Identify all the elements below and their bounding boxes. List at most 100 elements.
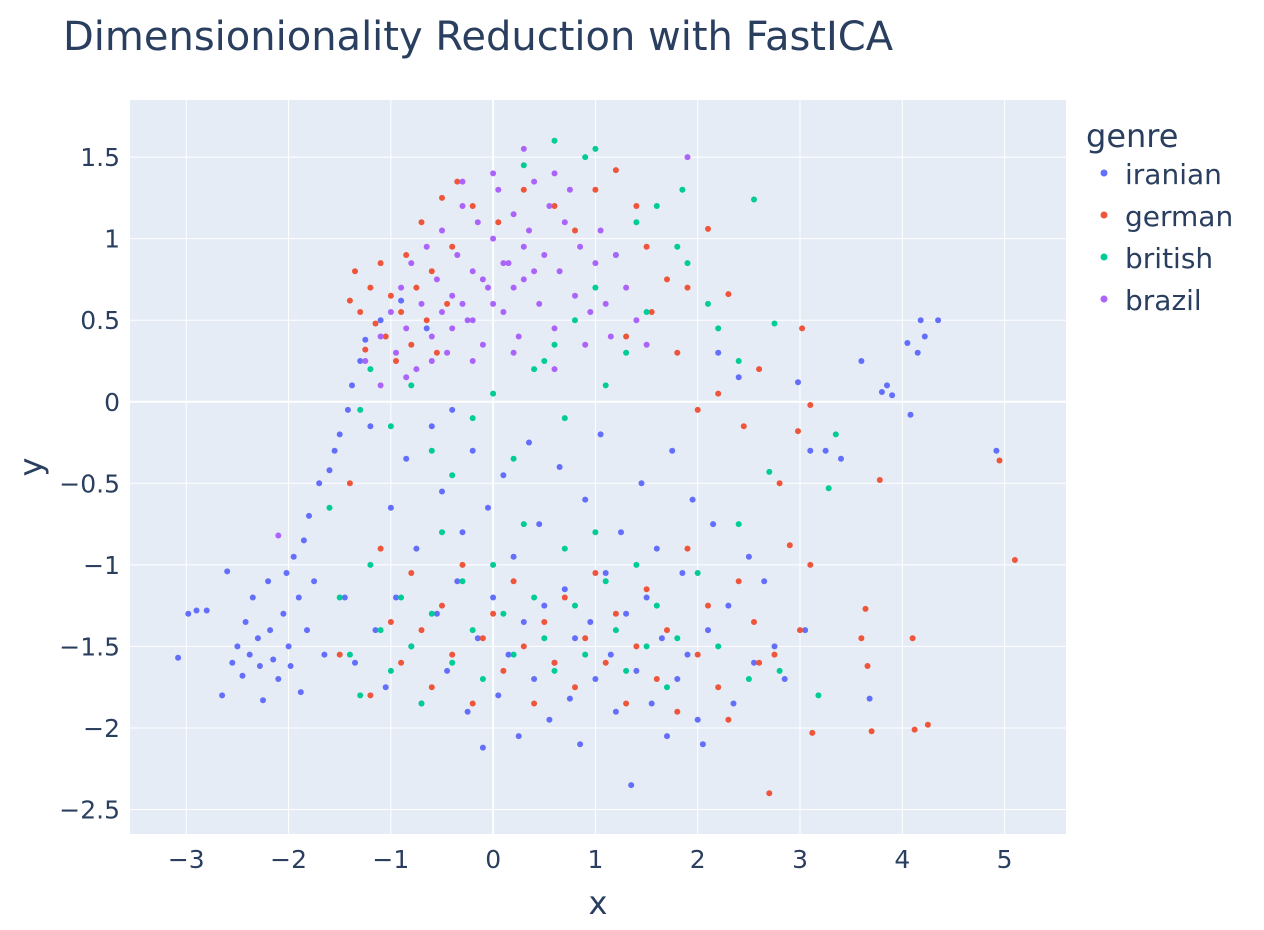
legend-label-british[interactable]: british	[1125, 242, 1213, 275]
data-point-british	[500, 610, 507, 617]
legend-marker-brazil[interactable]	[1100, 295, 1108, 303]
data-point-iranian	[889, 392, 896, 399]
data-point-british	[776, 667, 783, 674]
data-point-iranian	[689, 496, 696, 503]
data-point-brazil	[592, 260, 599, 267]
data-point-german	[398, 309, 405, 315]
data-point-iranian	[679, 570, 686, 576]
data-point-iranian	[203, 607, 210, 614]
data-point-iranian	[577, 741, 584, 748]
data-point-iranian	[628, 782, 635, 789]
data-point-brazil	[536, 300, 543, 307]
data-point-german	[413, 284, 420, 291]
data-point-brazil	[275, 532, 282, 539]
data-point-iranian	[520, 619, 527, 625]
data-point-iranian	[694, 716, 701, 723]
data-point-iranian	[884, 382, 890, 389]
data-point-iranian	[287, 663, 294, 669]
data-point-iranian	[556, 464, 563, 470]
data-point-british	[633, 561, 640, 568]
data-point-british	[771, 320, 778, 327]
legend: genre iranian german british brazil	[1086, 117, 1233, 317]
data-point-british	[745, 676, 752, 682]
data-point-iranian	[582, 496, 589, 503]
data-point-iranian	[372, 627, 379, 634]
data-point-german	[418, 219, 425, 226]
y-tick-label: 1.5	[80, 143, 120, 172]
data-point-brazil	[587, 309, 594, 315]
data-point-german	[868, 728, 875, 735]
data-point-iranian	[306, 512, 312, 519]
data-point-brazil	[500, 260, 507, 267]
data-point-german	[864, 663, 871, 669]
data-point-iranian	[316, 480, 323, 487]
data-point-german	[735, 578, 742, 585]
data-point-brazil	[577, 243, 584, 250]
data-point-iranian	[444, 667, 451, 674]
data-point-british	[357, 692, 364, 699]
data-point-german	[996, 457, 1003, 464]
data-point-german	[643, 243, 650, 250]
data-point-german	[531, 700, 538, 707]
data-point-brazil	[597, 227, 604, 234]
data-point-german	[439, 602, 445, 609]
legend-label-brazil[interactable]: brazil	[1125, 284, 1202, 317]
data-point-brazil	[551, 366, 558, 373]
data-point-iranian	[242, 619, 249, 625]
legend-label-german[interactable]: german	[1125, 200, 1233, 233]
data-point-brazil	[408, 260, 415, 267]
data-point-iranian	[904, 340, 911, 346]
data-point-iranian	[735, 374, 742, 381]
data-point-brazil	[510, 349, 517, 356]
data-point-german	[694, 406, 701, 413]
data-point-brazil	[500, 309, 507, 315]
data-point-iranian	[541, 602, 548, 609]
data-point-british	[715, 325, 722, 332]
data-point-british	[541, 358, 548, 364]
data-point-iranian	[572, 635, 578, 642]
plot-area	[130, 100, 1066, 834]
data-point-iranian	[367, 423, 374, 430]
data-point-british	[367, 561, 374, 568]
series-brazil	[275, 145, 691, 539]
x-tick-label: −1	[372, 845, 409, 874]
data-point-brazil	[582, 341, 589, 348]
data-point-brazil	[623, 284, 630, 291]
legend-label-iranian[interactable]: iranian	[1125, 158, 1222, 191]
data-point-brazil	[439, 227, 445, 234]
data-point-german	[797, 627, 803, 634]
data-point-brazil	[546, 203, 553, 209]
data-point-german	[346, 297, 353, 304]
x-tick-label: 2	[690, 845, 706, 874]
chart-title: Dimensionionality Reduction with FastICA	[63, 14, 894, 60]
legend-marker-british[interactable]	[1100, 253, 1108, 261]
data-point-brazil	[505, 260, 512, 267]
data-point-german	[756, 366, 763, 373]
data-point-brazil	[541, 252, 548, 258]
legend-marker-german[interactable]	[1100, 211, 1108, 219]
data-point-iranian	[500, 472, 507, 479]
data-point-iranian	[193, 607, 200, 614]
data-point-brazil	[464, 317, 471, 324]
data-point-german	[705, 602, 711, 609]
data-point-brazil	[485, 284, 491, 291]
data-point-german	[500, 667, 507, 674]
data-point-german	[799, 325, 806, 332]
data-point-german	[428, 268, 435, 275]
y-tick-label: 0.5	[80, 306, 120, 335]
data-point-brazil	[469, 358, 476, 364]
data-point-german	[572, 227, 578, 234]
data-point-brazil	[398, 284, 405, 291]
data-point-iranian	[280, 610, 287, 617]
data-point-british	[439, 529, 445, 536]
data-point-iranian	[239, 672, 246, 679]
data-point-german	[694, 651, 701, 658]
data-point-iranian	[807, 447, 814, 454]
data-point-iranian	[454, 578, 461, 585]
data-point-german	[766, 790, 773, 797]
data-point-british	[592, 145, 599, 152]
data-point-iranian	[917, 317, 924, 324]
data-point-iranian	[295, 594, 302, 601]
y-tick-label: 0	[104, 388, 120, 417]
legend-marker-iranian[interactable]	[1100, 169, 1108, 177]
